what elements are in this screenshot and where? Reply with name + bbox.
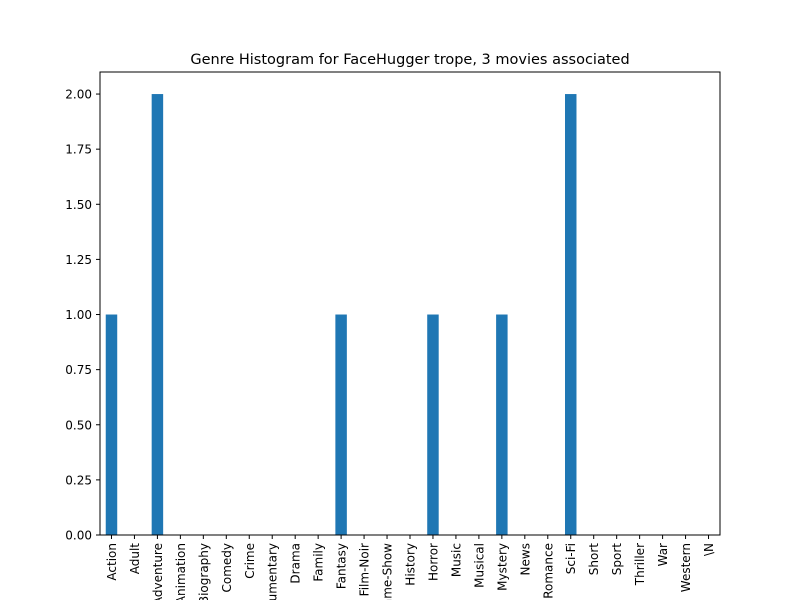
x-tick-label: Crime: [243, 543, 257, 579]
y-tick-label: 2.00: [65, 88, 92, 102]
x-tick-label: Romance: [541, 543, 555, 599]
bar-sci-fi: [565, 94, 577, 536]
x-tick-label: History: [404, 543, 418, 586]
x-tick-label: Western: [679, 543, 693, 592]
x-tick-label: Music: [449, 543, 463, 577]
bars: [105, 94, 577, 536]
y-tick-label: 0.25: [65, 473, 92, 487]
x-tick-label: Drama: [289, 543, 303, 584]
y-tick-label: 0.00: [65, 529, 92, 543]
x-tick-label: Adult: [128, 543, 142, 575]
y-tick-label: 1.00: [65, 308, 92, 322]
y-tick-label: 1.75: [65, 143, 92, 157]
y-tick-label: 1.25: [65, 253, 92, 267]
x-tick-label: Thriller: [633, 543, 647, 586]
x-tick-label: Action: [105, 543, 119, 581]
y-axis: 0.00 0.25 0.50 0.75 1.00 1.25 1.50 1.75 2.00: [65, 88, 100, 543]
y-tick-label: 1.50: [65, 198, 92, 212]
x-tick-label: Fantasy: [335, 543, 349, 589]
x-tick-label: Short: [587, 543, 601, 575]
x-axis: Action Adult Adventure Animation Biography Co…: [105, 535, 716, 600]
x-tick-label: Horror: [426, 543, 440, 581]
x-tick-label: News: [518, 543, 532, 575]
x-tick-label: \N: [702, 543, 716, 556]
x-tick-label: Family: [312, 543, 326, 582]
x-tick-label: Adventure: [151, 543, 165, 600]
x-tick-label: Comedy: [220, 543, 234, 593]
plot-frame: [99, 71, 721, 536]
bar-mystery: [496, 314, 508, 535]
x-tick-label: Game-Show: [381, 543, 395, 600]
y-tick-label: 0.50: [65, 418, 92, 432]
x-tick-label: War: [656, 543, 670, 566]
chart-title: Genre Histogram for FaceHugger trope, 3 …: [190, 52, 629, 68]
bar-fantasy: [335, 314, 347, 535]
y-tick-label: 0.75: [65, 363, 92, 377]
bar-adventure: [151, 94, 164, 536]
bar-action: [105, 314, 118, 535]
x-tick-label: Film-Noir: [358, 543, 372, 596]
x-tick-label: Animation: [174, 543, 188, 600]
x-tick-label: Biography: [197, 543, 211, 600]
x-tick-label: Musical: [472, 543, 486, 588]
bar-horror: [427, 314, 439, 535]
x-tick-label: Mystery: [495, 543, 509, 591]
x-tick-label: Documentary: [266, 543, 280, 600]
x-tick-label: Sci-Fi: [564, 543, 578, 574]
x-tick-label: Sport: [610, 543, 624, 576]
